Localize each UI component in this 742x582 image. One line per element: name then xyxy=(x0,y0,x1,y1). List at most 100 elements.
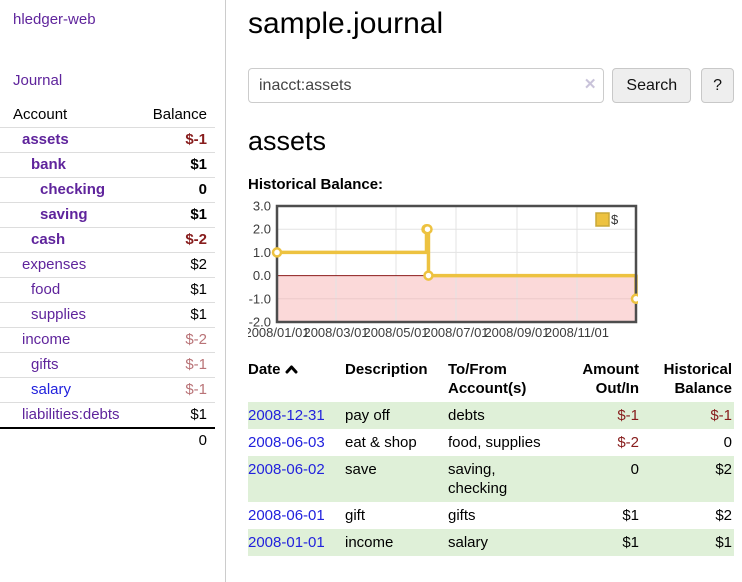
transaction-accounts: debts xyxy=(448,402,560,429)
register-header-balance: Historical Balance xyxy=(663,361,732,397)
data-point-marker xyxy=(423,270,434,281)
account-row: saving $1 xyxy=(0,202,215,228)
main-content: sample.journal ✕ Search ? assets Histori… xyxy=(244,0,734,556)
account-link[interactable]: liabilities:debts xyxy=(22,406,120,423)
account-row: gifts $-1 xyxy=(0,352,215,378)
x-axis-tick-label: 2008/05/01 xyxy=(363,325,428,340)
sidebar: hledger-web Journal Account Balance asse… xyxy=(0,0,226,582)
transaction-accounts: saving, checking xyxy=(448,456,560,502)
sort-ascending-icon xyxy=(285,361,298,380)
account-balance: 0 xyxy=(141,177,215,203)
account-heading: assets xyxy=(248,126,327,156)
account-link[interactable]: salary xyxy=(31,381,72,398)
register-row: 2008-06-02 save saving, checking 0 $2 xyxy=(248,456,734,502)
search-form: ✕ Search ? xyxy=(248,68,734,103)
account-link[interactable]: expenses xyxy=(22,256,87,273)
account-row: income $-2 xyxy=(0,327,215,353)
account-row: supplies $1 xyxy=(0,302,215,328)
y-axis-tick-label: -2.0 xyxy=(249,315,271,330)
account-row: food $1 xyxy=(0,277,215,303)
account-link[interactable]: saving xyxy=(40,206,88,223)
x-axis-tick-label: 2008/11/01 xyxy=(545,325,609,340)
help-button[interactable]: ? xyxy=(701,68,734,103)
transaction-balance: $2 xyxy=(641,456,734,502)
transaction-accounts: gifts xyxy=(448,507,476,524)
transaction-description: pay off xyxy=(345,402,448,429)
transaction-amount: $1 xyxy=(622,507,639,524)
account-row: checking 0 xyxy=(0,177,215,203)
data-point-marker xyxy=(271,247,283,258)
register-row: 2008-01-01 income salary $1 $1 xyxy=(248,529,734,556)
transaction-description: eat & shop xyxy=(345,434,417,451)
register-table: Date Description To/From Account(s) Amou… xyxy=(248,358,734,556)
register-header-description: Description xyxy=(345,361,428,378)
transaction-date-link[interactable]: 2008-12-31 xyxy=(248,407,325,424)
account-row: bank $1 xyxy=(0,152,215,178)
account-balance: $-2 xyxy=(141,327,215,353)
account-balance: $-1 xyxy=(141,127,215,153)
account-balance: $1 xyxy=(141,152,215,178)
account-row: assets $-1 xyxy=(0,127,215,153)
account-row: salary $-1 xyxy=(0,377,215,403)
transaction-amount: $-2 xyxy=(617,434,639,451)
account-balance: $-1 xyxy=(141,352,215,378)
transaction-balance: $1 xyxy=(641,529,734,556)
accounts-header-balance: Balance xyxy=(152,106,207,123)
account-link[interactable]: income xyxy=(22,331,71,348)
accounts-total-row: 0 xyxy=(0,427,215,453)
register-row: 2008-06-01 gift gifts $1 $2 xyxy=(248,502,734,529)
account-link[interactable]: gifts xyxy=(31,356,59,373)
data-point-marker xyxy=(630,293,642,305)
account-link[interactable]: bank xyxy=(31,156,67,173)
transaction-date-link[interactable]: 2008-01-01 xyxy=(248,534,325,551)
register-row: 2008-12-31 pay off debts $-1 $-1 xyxy=(248,402,734,429)
transaction-description: income xyxy=(345,529,448,556)
account-row: cash $-2 xyxy=(0,227,215,253)
account-balance: $1 xyxy=(141,202,215,228)
transaction-date-link[interactable]: 2008-06-01 xyxy=(248,507,325,524)
account-balance: $-1 xyxy=(141,377,215,403)
transaction-balance: $-1 xyxy=(641,402,734,429)
account-balance: $1 xyxy=(141,277,215,303)
transaction-balance: $2 xyxy=(715,507,732,524)
account-link[interactable]: supplies xyxy=(31,306,87,323)
historical-balance-chart: $3.0 2.0 1.0 0.0 -1.0 -2.0 2008/01/01 2008/03/0… xyxy=(244,199,642,342)
register-row: 2008-06-03 eat & shop food, supplies $-2 0 xyxy=(248,429,734,456)
account-link[interactable]: food xyxy=(31,281,61,298)
page-title: sample.journal xyxy=(248,7,444,40)
data-point-marker xyxy=(422,223,433,235)
transaction-accounts: food, supplies xyxy=(448,434,541,451)
transaction-accounts: salary xyxy=(448,529,560,556)
y-axis-tick-label: 1.0 xyxy=(253,245,271,260)
x-axis-tick-label: 2008/01/01 xyxy=(248,325,310,340)
y-axis-tick-label: 2.0 xyxy=(253,222,271,237)
accounts-total-value: 0 xyxy=(141,427,215,453)
account-link[interactable]: cash xyxy=(31,231,66,248)
y-axis-tick-label: 3.0 xyxy=(253,200,271,214)
account-link[interactable]: checking xyxy=(40,181,106,198)
legend-label: $ xyxy=(611,212,619,227)
app-brand-link[interactable]: hledger-web xyxy=(13,11,96,28)
sidebar-item-journal[interactable]: Journal xyxy=(13,72,63,89)
x-axis-tick-label: 2008/09/01 xyxy=(484,325,549,340)
account-balance: $-2 xyxy=(141,227,215,253)
transaction-description: gift xyxy=(345,507,366,524)
register-header-account: To/From Account(s) xyxy=(448,361,527,397)
accounts-table: Account Balance assets $-1 bank $1 checking 0… xyxy=(0,103,215,453)
register-header-date[interactable]: Date xyxy=(248,358,345,402)
y-axis-tick-label: 0.0 xyxy=(253,268,271,283)
search-button[interactable]: Search xyxy=(612,68,692,103)
transaction-amount: $1 xyxy=(560,529,641,556)
y-axis-tick-label: -1.0 xyxy=(249,291,271,306)
legend-swatch xyxy=(595,212,610,227)
account-link[interactable]: assets xyxy=(22,131,69,148)
transaction-description: save xyxy=(345,456,448,502)
transaction-balance: 0 xyxy=(723,434,732,451)
x-axis-tick-label: 2008/07/01 xyxy=(423,325,488,340)
search-input[interactable] xyxy=(248,68,605,103)
transaction-date-link[interactable]: 2008-06-03 xyxy=(248,434,325,451)
transaction-amount: $-1 xyxy=(560,402,641,429)
transaction-date-link[interactable]: 2008-06-02 xyxy=(248,461,325,478)
account-row: expenses $2 xyxy=(0,252,215,278)
clear-search-icon[interactable]: ✕ xyxy=(583,76,597,93)
